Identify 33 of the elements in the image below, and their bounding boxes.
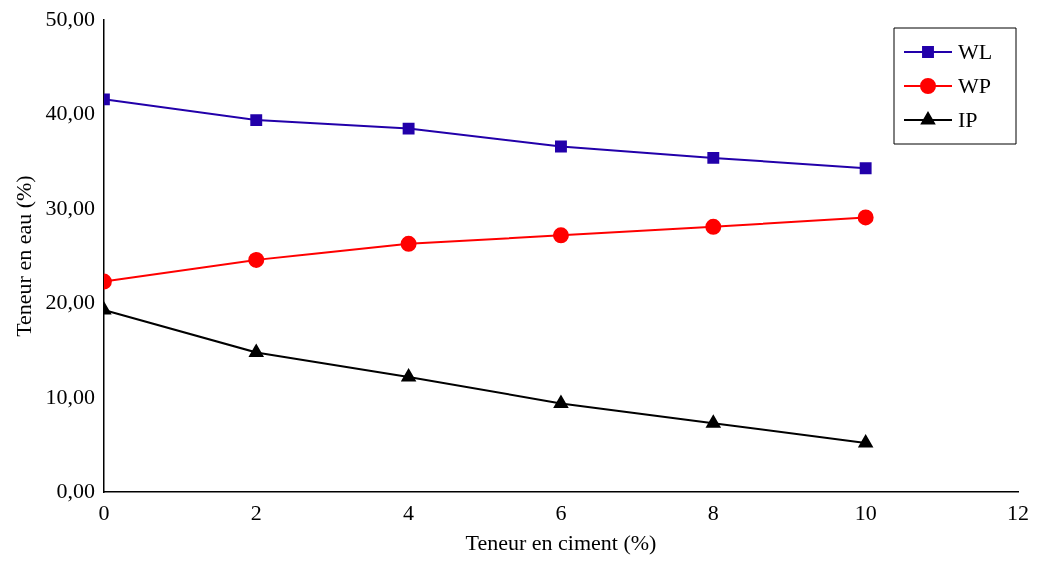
y-tick-label: 0,00 [56, 477, 95, 503]
x-tick-label: 12 [1007, 500, 1029, 526]
point [249, 344, 264, 357]
legend-label: WL [958, 38, 993, 64]
y-axis-title: Teneur en eau (%) [10, 175, 36, 337]
point [857, 209, 874, 226]
point [555, 140, 567, 153]
point [706, 415, 721, 428]
legend-label: WP [958, 72, 991, 98]
point [552, 227, 569, 244]
point [859, 162, 872, 175]
point [705, 218, 722, 235]
x-tick-label: 4 [403, 500, 415, 526]
x-tick-label: 8 [707, 500, 719, 526]
y-tick-label: 50,00 [45, 5, 95, 31]
point [858, 435, 873, 448]
y-tick-label: 10,00 [45, 383, 95, 409]
point [402, 122, 415, 135]
point [401, 368, 416, 382]
y-tick-label: 40,00 [45, 100, 95, 126]
point [250, 114, 263, 127]
y-tick-label: 20,00 [45, 289, 95, 315]
point [400, 235, 417, 252]
point [553, 395, 569, 408]
x-tick-label: 0 [98, 500, 110, 526]
legend-label: IP [958, 106, 978, 132]
point [248, 251, 265, 268]
point [707, 151, 720, 164]
y-tick-label: 30,00 [45, 194, 95, 220]
x-tick-label: 2 [250, 500, 262, 526]
x-axis-title: Teneur en ciment (%) [465, 529, 657, 555]
x-tick-label: 10 [854, 500, 877, 526]
x-tick-label: 6 [555, 500, 567, 526]
